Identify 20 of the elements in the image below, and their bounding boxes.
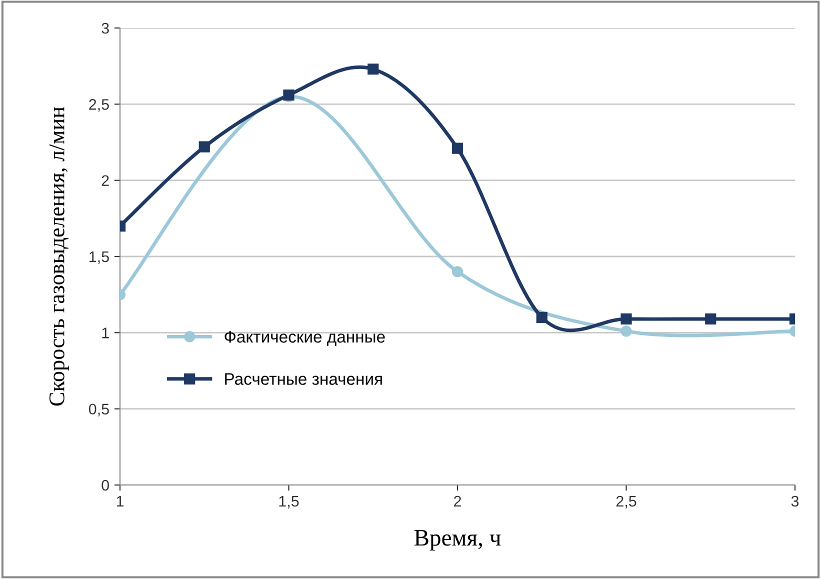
point — [368, 64, 379, 75]
y-tick-label: 3 — [102, 22, 109, 34]
y-axis-title: Скорость газовыделения, л/мин — [49, 106, 69, 406]
point — [452, 142, 464, 154]
y-tick-label: 0 — [102, 480, 109, 491]
x-tick-label: 1,5 — [279, 496, 299, 508]
y-tick-label: 1,5 — [90, 252, 109, 264]
legend-label: Фактические данные — [224, 330, 385, 346]
x-tick-label: 1 — [116, 496, 124, 506]
x-tick-label: 2 — [454, 496, 461, 506]
y-tick-label: 2 — [102, 175, 109, 186]
legend-label: Расчетные значения — [225, 373, 382, 385]
y-tick-label: 2,5 — [89, 99, 109, 112]
x-tick-label: 2,5 — [616, 496, 636, 508]
x-axis-title: Время, ч — [414, 530, 501, 551]
x-tick-label: 3 — [791, 496, 799, 507]
y-tick-label: 0,5 — [88, 404, 109, 416]
point — [620, 313, 632, 325]
point — [536, 312, 548, 323]
y-tick-label: 1 — [102, 328, 109, 338]
